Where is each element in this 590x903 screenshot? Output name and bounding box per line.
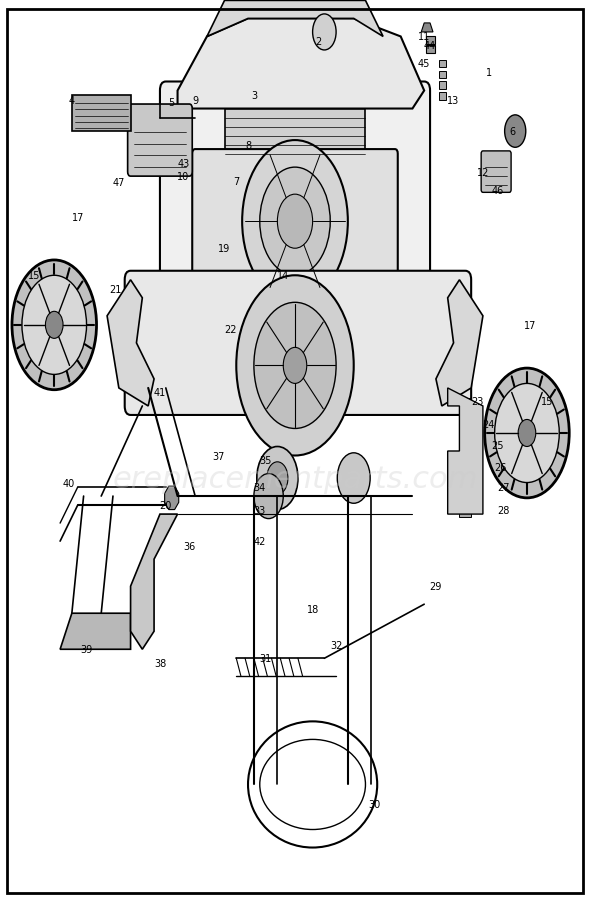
Polygon shape — [60, 613, 130, 649]
Polygon shape — [72, 96, 130, 132]
FancyBboxPatch shape — [124, 272, 471, 415]
FancyBboxPatch shape — [439, 82, 446, 89]
Text: 3: 3 — [251, 91, 257, 101]
Circle shape — [236, 276, 354, 456]
Text: 14: 14 — [277, 271, 289, 281]
Polygon shape — [165, 487, 179, 510]
Text: 20: 20 — [160, 500, 172, 510]
Text: 38: 38 — [154, 658, 166, 668]
Polygon shape — [225, 109, 365, 163]
FancyBboxPatch shape — [460, 463, 471, 474]
Text: 45: 45 — [418, 60, 430, 70]
FancyBboxPatch shape — [460, 442, 471, 452]
Text: 2: 2 — [316, 37, 322, 47]
FancyBboxPatch shape — [160, 82, 430, 299]
Text: 33: 33 — [254, 505, 266, 515]
Polygon shape — [436, 281, 483, 406]
Polygon shape — [207, 2, 383, 37]
Polygon shape — [107, 281, 154, 406]
Text: 9: 9 — [192, 96, 198, 106]
Text: ereplacementparts.com: ereplacementparts.com — [112, 464, 478, 493]
Text: 7: 7 — [233, 176, 240, 186]
Text: 34: 34 — [254, 482, 266, 492]
Text: 37: 37 — [212, 451, 225, 461]
Text: 30: 30 — [368, 799, 381, 809]
Circle shape — [337, 453, 370, 504]
Text: 8: 8 — [245, 141, 251, 151]
Circle shape — [254, 474, 283, 519]
Text: 39: 39 — [80, 645, 93, 655]
Circle shape — [254, 303, 336, 429]
Text: 22: 22 — [224, 325, 237, 335]
Text: 32: 32 — [330, 640, 342, 650]
Circle shape — [283, 348, 307, 384]
FancyBboxPatch shape — [439, 93, 446, 100]
Text: 40: 40 — [63, 478, 75, 488]
Circle shape — [45, 312, 63, 339]
Circle shape — [267, 462, 288, 495]
Text: 23: 23 — [471, 397, 483, 407]
Circle shape — [257, 447, 298, 510]
Text: 43: 43 — [178, 158, 189, 169]
Text: 31: 31 — [260, 654, 272, 664]
Circle shape — [313, 14, 336, 51]
FancyBboxPatch shape — [460, 420, 471, 431]
FancyBboxPatch shape — [426, 37, 435, 44]
Text: 17: 17 — [71, 212, 84, 222]
Text: 47: 47 — [113, 178, 125, 188]
Circle shape — [504, 116, 526, 148]
Text: 41: 41 — [154, 388, 166, 398]
Text: 12: 12 — [477, 167, 489, 177]
Circle shape — [494, 384, 559, 483]
Circle shape — [242, 141, 348, 303]
FancyBboxPatch shape — [481, 152, 511, 193]
FancyBboxPatch shape — [127, 105, 192, 177]
Text: 35: 35 — [260, 455, 272, 466]
Text: 15: 15 — [541, 397, 553, 407]
Text: 36: 36 — [183, 541, 195, 551]
Text: 1: 1 — [486, 69, 492, 79]
Text: 42: 42 — [254, 536, 266, 546]
Text: 15: 15 — [28, 271, 40, 281]
Text: 25: 25 — [491, 440, 504, 451]
Text: 13: 13 — [447, 96, 460, 106]
Text: 26: 26 — [494, 462, 507, 472]
Polygon shape — [178, 19, 424, 109]
Text: 5: 5 — [169, 98, 175, 108]
Circle shape — [277, 195, 313, 249]
Polygon shape — [421, 23, 433, 33]
Text: 27: 27 — [497, 482, 510, 492]
Text: 18: 18 — [306, 604, 319, 614]
FancyBboxPatch shape — [460, 507, 471, 517]
Text: 44: 44 — [424, 42, 436, 51]
FancyBboxPatch shape — [192, 150, 398, 294]
Text: 24: 24 — [483, 420, 495, 430]
Circle shape — [518, 420, 536, 447]
Text: 19: 19 — [218, 244, 231, 254]
Text: 11: 11 — [418, 33, 430, 42]
Text: 6: 6 — [509, 127, 515, 137]
FancyBboxPatch shape — [460, 485, 471, 496]
Text: 17: 17 — [524, 321, 536, 330]
Text: 10: 10 — [178, 172, 189, 182]
Text: 28: 28 — [497, 505, 510, 515]
Circle shape — [260, 168, 330, 276]
Polygon shape — [448, 388, 483, 515]
FancyBboxPatch shape — [439, 61, 446, 68]
Text: 29: 29 — [430, 582, 442, 591]
Text: 21: 21 — [110, 284, 122, 294]
FancyBboxPatch shape — [460, 398, 471, 409]
Circle shape — [22, 276, 87, 375]
Circle shape — [12, 261, 97, 390]
Text: 4: 4 — [69, 96, 75, 106]
Polygon shape — [130, 515, 178, 649]
Text: 46: 46 — [491, 185, 504, 195]
Circle shape — [484, 368, 569, 498]
FancyBboxPatch shape — [426, 46, 435, 53]
FancyBboxPatch shape — [439, 71, 446, 79]
